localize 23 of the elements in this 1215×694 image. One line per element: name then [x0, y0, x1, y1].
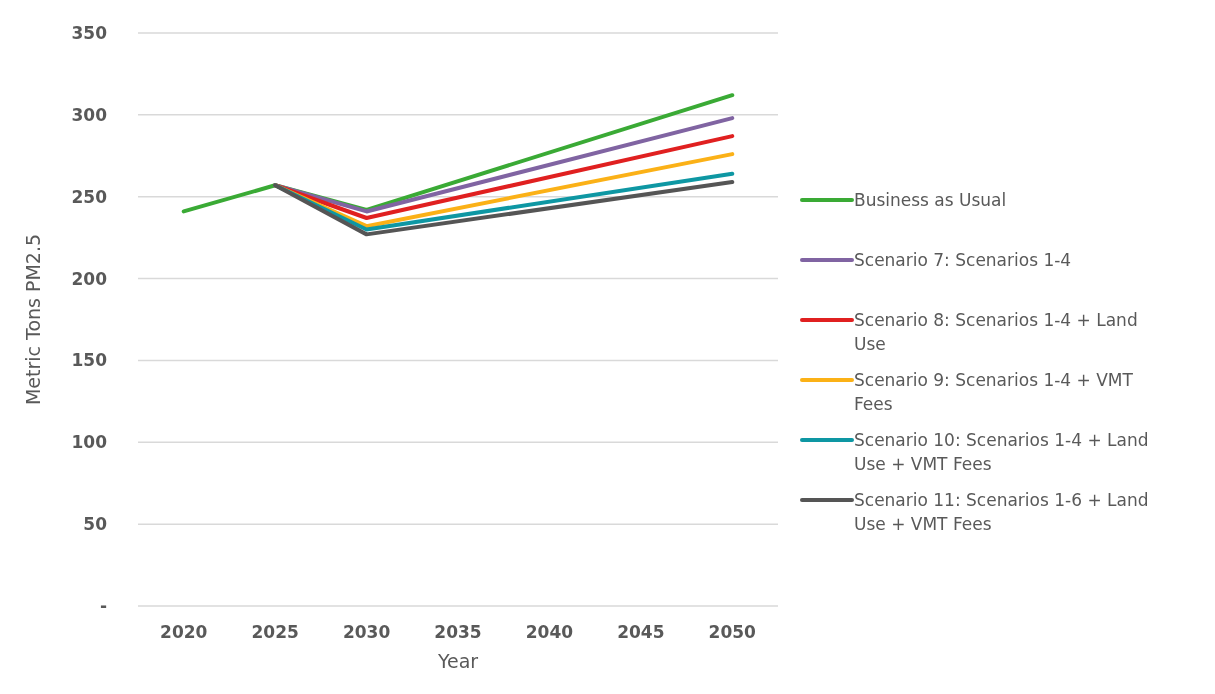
x-tick-label: 2050 — [708, 622, 757, 643]
y-tick-label: 250 — [71, 186, 108, 207]
legend-label: Scenario 9: Scenarios 1-4 + VMT Fees — [854, 369, 1134, 416]
x-tick-label: 2025 — [251, 622, 299, 643]
y-tick-label: 150 — [71, 350, 108, 371]
legend-label: Scenario 8: Scenarios 1-4 + Land Use — [854, 309, 1139, 356]
y-tick-label: - — [99, 596, 107, 617]
legend-label: Scenario 7: Scenarios 1-4 — [854, 249, 1073, 272]
y-tick-label: 100 — [71, 432, 108, 453]
legend-label: Business as Usual — [854, 189, 1008, 212]
y-tick-label: 350 — [71, 23, 108, 44]
x-tick-label: 2045 — [617, 622, 665, 643]
y-axis-title: Metric Tons PM2.5 — [21, 233, 44, 406]
x-tick-label: 2040 — [525, 622, 574, 643]
x-tick-label: 2030 — [342, 622, 391, 643]
y-tick-label: 50 — [83, 514, 108, 535]
y-tick-label: 200 — [71, 268, 108, 289]
legend-label: Scenario 11: Scenarios 1-6 + Land Use + VMT Fees — [854, 489, 1150, 536]
x-tick-label: 2020 — [160, 622, 208, 643]
x-axis-title: Year — [436, 650, 479, 672]
legend-label: Scenario 10: Scenarios 1-4 + Land Use + VMT Fees — [854, 429, 1150, 476]
x-tick-label: 2035 — [434, 622, 482, 643]
y-tick-label: 300 — [71, 104, 108, 125]
